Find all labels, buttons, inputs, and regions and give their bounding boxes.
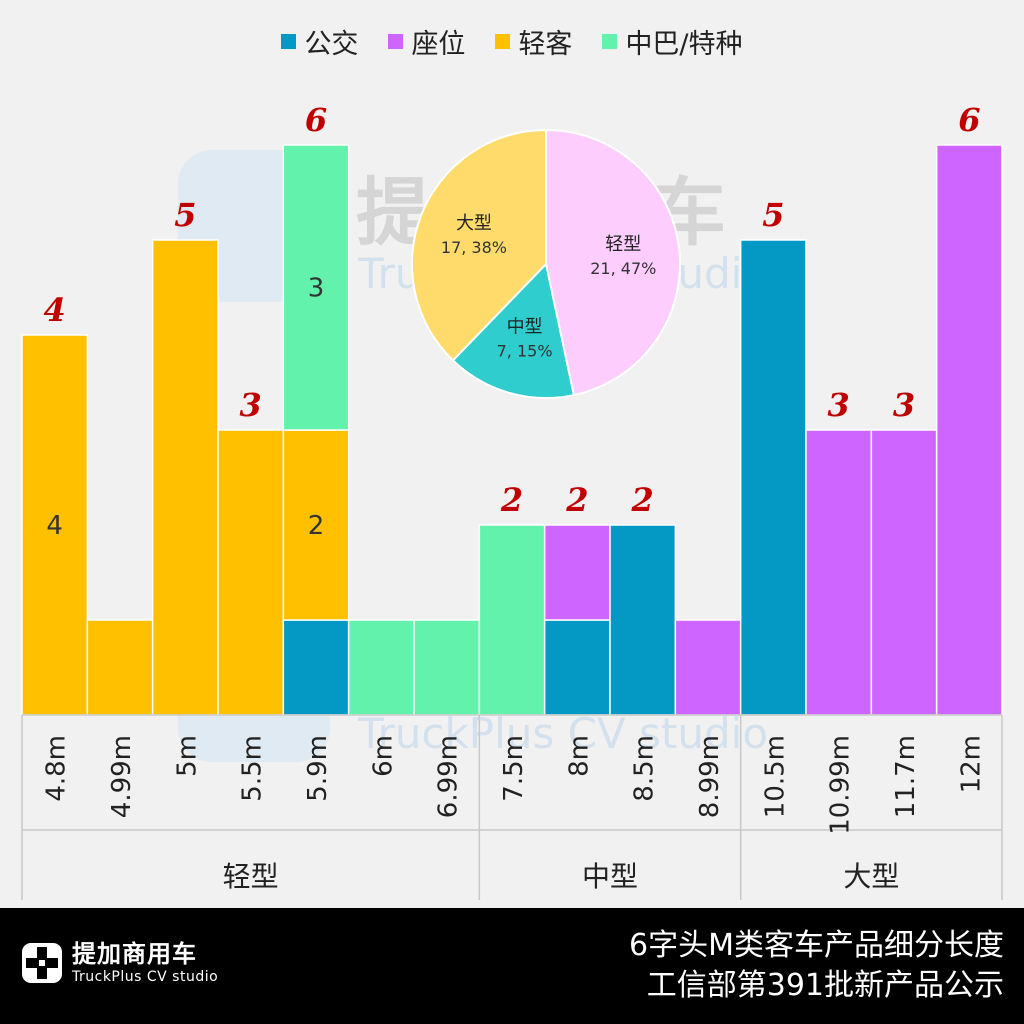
x-tick-label: 8.99m	[695, 735, 725, 818]
total-label: 4	[44, 291, 66, 329]
footer: 提加商用车 TruckPlus CV studio 6字头M类客车产品细分长度 …	[0, 908, 1024, 1024]
total-label: 6	[305, 101, 327, 139]
x-tick-label: 4.99m	[107, 735, 137, 818]
legend-label-light: 轻客	[518, 29, 573, 60]
pie-label-name: 中型	[507, 317, 543, 338]
x-tick-label: 4.8m	[42, 735, 72, 802]
footer-brand: 提加商用车 TruckPlus CV studio	[72, 940, 218, 986]
pie-slice-pie_large	[411, 128, 547, 362]
bar-light-4.99m	[86, 619, 154, 716]
segment-label: 3	[308, 274, 325, 304]
bar-midi-6.99m	[413, 619, 481, 716]
x-tick-label: 10.99m	[826, 735, 856, 835]
legend-swatch-bus	[281, 34, 297, 49]
legend-item-light[interactable]: 轻客	[495, 22, 572, 61]
group-label: 大型	[843, 860, 899, 893]
x-tick-label: 10.5m	[760, 735, 790, 818]
pie-label-name: 轻型	[605, 234, 641, 255]
bar-midi-7.5m	[478, 524, 546, 716]
footer-title: 6字头M类客车产品细分长度 工信部第391批新产品公示	[629, 926, 1004, 1006]
segment-label: 4	[46, 511, 63, 541]
x-tick-label: 8.5m	[630, 735, 660, 802]
bar-bus-8.5m	[609, 524, 677, 716]
x-tick-label: 7.5m	[499, 735, 529, 802]
pie-slice-pie_mid	[451, 261, 576, 399]
legend-swatch-light	[495, 34, 511, 49]
legend-swatch-seat	[388, 34, 404, 49]
x-tick-label: 6.99m	[434, 735, 464, 818]
legend-item-bus[interactable]: 公交	[281, 22, 358, 61]
total-label: 5	[174, 196, 196, 234]
total-label: 2	[631, 481, 654, 519]
bar-midi-6m	[347, 619, 415, 716]
legend-label-seat: 座位	[411, 29, 466, 60]
footer-title-line2: 工信部第391批新产品公示	[646, 968, 1004, 1003]
bar-bus-10.5m	[739, 239, 807, 716]
legend-item-seat[interactable]: 座位	[388, 22, 465, 61]
legend-item-midi[interactable]: 中巴/特种	[602, 22, 743, 61]
pie-label-value: 7, 15%	[497, 342, 553, 361]
pie-label-value: 17, 38%	[441, 238, 507, 257]
x-tick-label: 5.5m	[238, 735, 268, 802]
bar-light-5m	[151, 239, 219, 716]
legend-swatch-midi	[602, 34, 618, 49]
x-tick-label: 5.9m	[303, 735, 333, 802]
bar-midi-5.9m	[282, 144, 350, 431]
total-label: 5	[762, 196, 784, 234]
footer-logo: 提加商用车 TruckPlus CV studio	[20, 940, 218, 986]
bar-seat-12m	[935, 144, 1003, 716]
total-label: 2	[500, 481, 523, 519]
x-tick-label: 11.7m	[891, 735, 921, 818]
bar-light-5.5m	[217, 429, 285, 716]
x-tick-label: 5m	[172, 735, 202, 777]
bar-seat-8.99m	[674, 619, 742, 716]
bar-seat-8m	[543, 524, 611, 621]
legend-label-midi: 中巴/特种	[625, 29, 743, 60]
x-tick-label: 6m	[368, 735, 398, 777]
pie-slice-pie_light	[545, 128, 681, 397]
total-label: 3	[893, 386, 915, 424]
x-tick-label: 12m	[956, 735, 986, 793]
legend: 公交 座位 轻客 中巴/特种	[0, 22, 1024, 61]
x-tick-label: 8m	[564, 735, 594, 777]
bar-light-5.9m	[282, 429, 350, 621]
watermark-text-en: TruckPlus CV studio	[357, 709, 768, 758]
total-label: 3	[828, 386, 850, 424]
footer-brand-cn: 提加商用车	[72, 940, 197, 968]
pie-label-name: 大型	[456, 213, 492, 234]
total-label: 6	[958, 101, 980, 139]
segment-label: 2	[308, 511, 325, 541]
group-label: 轻型	[223, 860, 279, 893]
pie-label-value: 21, 47%	[590, 259, 656, 278]
bar-bus-5.9m	[282, 619, 350, 716]
total-label: 3	[240, 386, 262, 424]
total-label: 2	[565, 481, 588, 519]
legend-label-bus: 公交	[304, 29, 359, 60]
footer-brand-en: TruckPlus CV studio	[72, 969, 219, 985]
bar-seat-10.99m	[805, 429, 873, 716]
bar-bus-8m	[543, 619, 611, 716]
footer-title-line1: 6字头M类客车产品细分长度	[629, 928, 1004, 963]
bar-seat-11.7m	[870, 429, 938, 716]
bar-light-4.8m	[21, 334, 89, 716]
brand-logo-icon	[22, 943, 62, 983]
group-label: 中型	[582, 860, 638, 893]
